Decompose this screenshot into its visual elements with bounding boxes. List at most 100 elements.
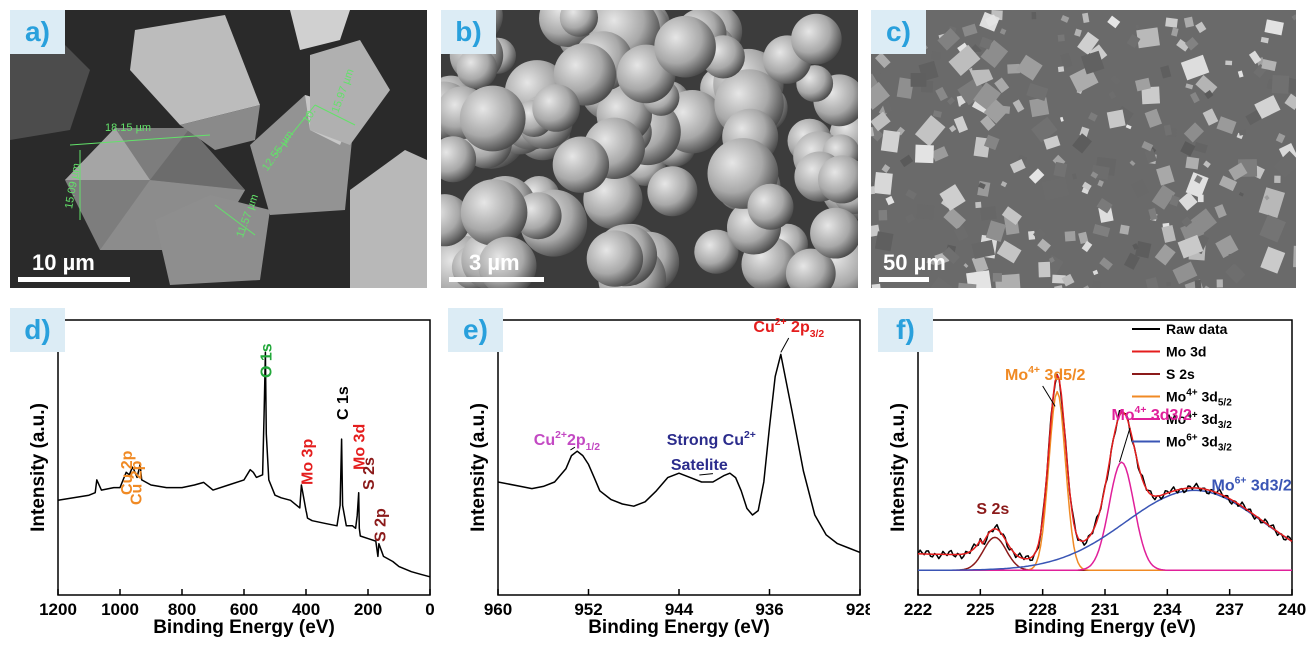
- crystal-grain: [899, 154, 914, 168]
- sphere-particle: [810, 207, 858, 259]
- crystal-grain: [1060, 52, 1073, 69]
- x-tick-label: 944: [665, 600, 694, 619]
- crystal-grain: [1029, 97, 1050, 118]
- panel-tag: f): [878, 308, 933, 352]
- crystal-grain: [985, 220, 1006, 242]
- crystal-grain: [880, 129, 901, 153]
- crystal-grain: [1148, 208, 1158, 221]
- crystal-grain: [1012, 99, 1025, 113]
- crystal-grain: [1260, 36, 1269, 44]
- peak-label: Mo4+ 3d5/2: [1005, 365, 1085, 384]
- crystal-grain: [1028, 168, 1045, 184]
- crystal-grain: [1177, 234, 1204, 259]
- x-tick-label: 400: [292, 600, 320, 619]
- panel-tag: b): [441, 10, 496, 54]
- sphere-particle: [514, 192, 562, 240]
- crystal-grain: [1178, 191, 1198, 211]
- y-axis-label: Intensity (a.u.): [28, 403, 49, 532]
- crystal-grain: [874, 231, 894, 252]
- crystal-grain: [1119, 224, 1130, 235]
- x-tick-label: 600: [230, 600, 258, 619]
- crystal-grain: [975, 201, 982, 209]
- label-arrow: [1042, 385, 1056, 407]
- crystal-grain: [931, 146, 949, 162]
- crystal-grain: [1078, 231, 1089, 245]
- crystal-grain: [1092, 280, 1102, 288]
- crystal-grain: [1090, 171, 1099, 179]
- peak-label: Cu 2p: [119, 450, 136, 495]
- crystal-grain: [1201, 25, 1226, 49]
- crystal-grain: [914, 144, 934, 164]
- peak-label: Mo6+ 3d3/2: [1211, 475, 1291, 494]
- sem-texture-c: [871, 10, 1296, 288]
- crystal-grain: [996, 240, 1022, 264]
- sphere-particle: [478, 236, 537, 288]
- crystal-grain: [1031, 11, 1037, 20]
- crystal-grain: [1125, 124, 1132, 130]
- crystal-grain: [1043, 135, 1061, 150]
- crystal-grain: [1248, 50, 1262, 65]
- crystal-grain: [896, 77, 914, 99]
- peak-label: O 1s: [258, 343, 275, 378]
- crystal-grain: [980, 39, 1009, 69]
- crystal-grain: [916, 203, 935, 220]
- y-axis-label: Intensity (a.u.): [888, 403, 909, 532]
- crystal-grain: [1082, 285, 1090, 288]
- crystal-grain: [1183, 16, 1195, 28]
- crystal-grain: [885, 195, 895, 206]
- crystal-grain: [999, 28, 1007, 35]
- crystal-grain: [1228, 162, 1248, 181]
- crystal-grain: [1185, 156, 1200, 170]
- crystal-grain: [888, 255, 896, 263]
- crystal-grain: [1260, 246, 1286, 274]
- sphere-particle: [559, 10, 598, 37]
- legend-label: S 2s: [1166, 366, 1195, 382]
- crystal-grain: [1161, 225, 1176, 243]
- sem-image-c: 50 µm c): [871, 10, 1296, 288]
- crystal-grain: [1123, 252, 1140, 270]
- crystal-grain: [1195, 75, 1218, 97]
- label-arrow: [780, 337, 790, 353]
- crystal-grain: [994, 77, 1010, 94]
- sphere-particle: [647, 166, 698, 217]
- chart-e: 960 952 944 936 928 Binding Energy (eV) Intens…: [468, 317, 874, 638]
- crystal-grain: [1156, 165, 1175, 186]
- crystal-grain: [1041, 176, 1070, 201]
- x-tick-label: 228: [1028, 600, 1056, 619]
- crystal-grain: [979, 36, 993, 50]
- panel-tag: a): [10, 10, 65, 54]
- crystal-grain: [881, 164, 891, 173]
- crystal-grain: [1108, 91, 1117, 100]
- crystal-grain: [1054, 285, 1064, 288]
- crystal-grain: [1197, 194, 1204, 203]
- crystal-grain: [1061, 273, 1075, 287]
- xps-survey-panel: 1200 1000 800 600 400 200 0 Binding Energy (eV)…: [0, 300, 440, 645]
- crystal-grain: [1106, 109, 1126, 129]
- crystal-grain: [871, 283, 882, 288]
- crystal-grain: [1271, 74, 1290, 94]
- crystal-grain: [1072, 173, 1077, 180]
- crystal-grain: [939, 184, 966, 211]
- crystal-grain: [1036, 244, 1042, 251]
- label-arrow: [570, 446, 576, 451]
- crystal-grain: [1135, 24, 1140, 30]
- crystal-grain: [1245, 109, 1262, 126]
- crystal-grain: [1038, 261, 1051, 278]
- crystal-grain: [1225, 263, 1246, 284]
- crystal-grain: [1096, 198, 1113, 214]
- crystal-grain: [881, 100, 893, 114]
- crystal-grain: [1151, 184, 1176, 210]
- crystal-grain: [983, 99, 1009, 124]
- crystal-grain: [1031, 116, 1058, 143]
- crystal-grain: [904, 213, 916, 224]
- crystal-grain: [980, 115, 996, 131]
- crystal-grain: [1284, 93, 1296, 110]
- crystal-grain: [1228, 252, 1243, 265]
- crystal-grain: [1183, 122, 1204, 143]
- crystal-grain: [1216, 116, 1237, 135]
- crystal-grain: [1059, 116, 1064, 122]
- panel-tag: c): [871, 10, 926, 54]
- peak-label: Mo 3p: [300, 439, 317, 485]
- crystal-grain: [1291, 14, 1296, 21]
- crystal-grain: [1171, 27, 1179, 37]
